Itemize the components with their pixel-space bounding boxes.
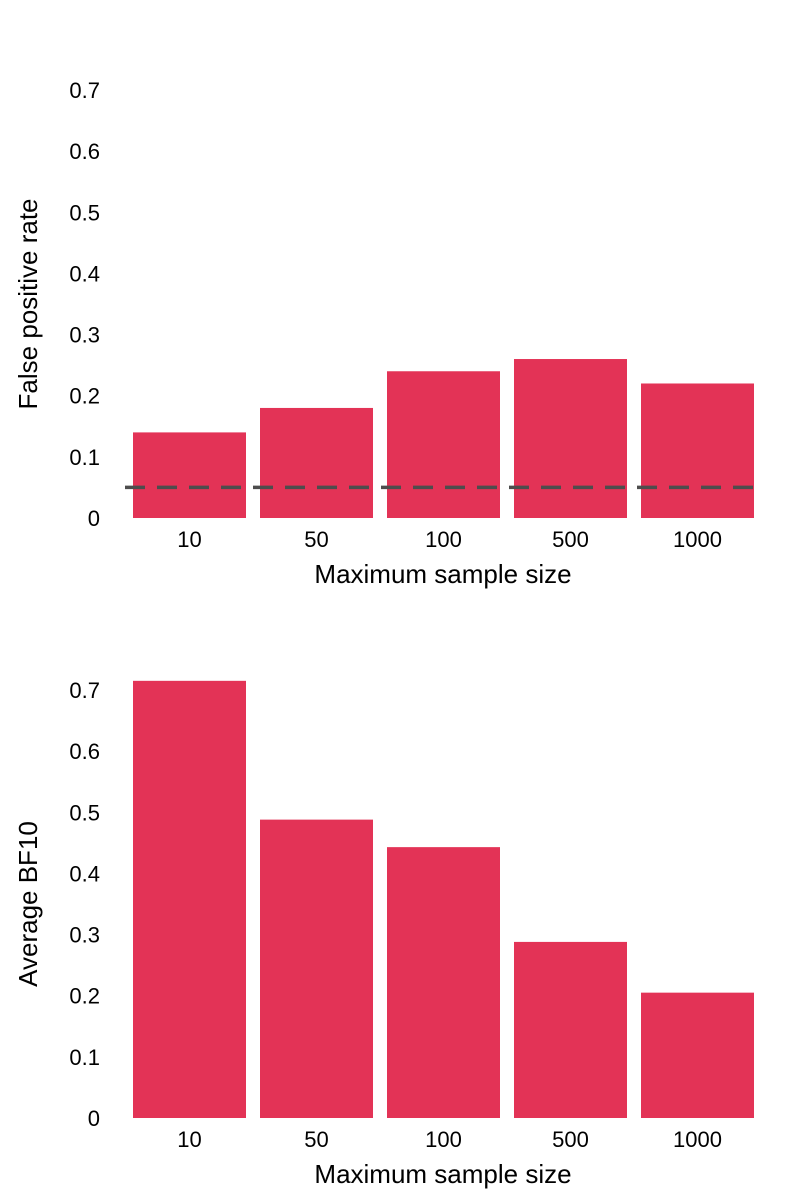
bar [514, 359, 627, 518]
x-axis-label: Maximum sample size [314, 1159, 571, 1189]
y-tick-label: 0.6 [69, 739, 100, 764]
x-tick-label: 50 [304, 527, 328, 552]
false-positive-rate-chart: 0 0.1 0.2 0.3 0.4 0.5 0.6 0.7 10 50 100 500 1000 Maxi… [13, 78, 762, 589]
y-tick-label: 0.1 [69, 445, 100, 470]
bar [641, 383, 754, 518]
x-tick-label: 100 [425, 1127, 462, 1152]
bar [133, 432, 246, 518]
y-tick-label: 0.6 [69, 139, 100, 164]
y-tick-label: 0 [88, 506, 100, 531]
y-tick-label: 0.3 [69, 923, 100, 948]
y-tick-label: 0.4 [69, 861, 100, 886]
bar [260, 819, 373, 1118]
y-tick-label: 0.2 [69, 384, 100, 409]
x-tick-label: 100 [425, 527, 462, 552]
y-tick-label: 0.7 [69, 678, 100, 703]
average-bf10-chart: 0 0.1 0.2 0.3 0.4 0.5 0.6 0.7 10 50 100 500 1000 Maxi… [13, 678, 754, 1189]
x-tick-label: 500 [552, 527, 589, 552]
y-tick-label: 0.2 [69, 984, 100, 1009]
x-axis-label: Maximum sample size [314, 559, 571, 589]
y-tick-label: 0.4 [69, 261, 100, 286]
y-tick-label: 0.7 [69, 78, 100, 103]
y-tick-label: 0.5 [69, 800, 100, 825]
x-tick-label: 500 [552, 1127, 589, 1152]
y-tick-label: 0.5 [69, 200, 100, 225]
y-tick-label: 0.1 [69, 1045, 100, 1070]
bar [260, 407, 373, 518]
y-tick-label: 0.3 [69, 323, 100, 348]
bar [387, 847, 500, 1118]
x-tick-label: 10 [177, 527, 201, 552]
y-axis-label: False positive rate [13, 199, 43, 410]
y-axis-label: Average BF10 [13, 821, 43, 987]
x-tick-label: 50 [304, 1127, 328, 1152]
x-tick-label: 1000 [673, 1127, 722, 1152]
bar [514, 941, 627, 1118]
bar [387, 371, 500, 518]
bar [641, 992, 754, 1118]
x-tick-label: 1000 [673, 527, 722, 552]
bar [133, 680, 246, 1118]
x-tick-label: 10 [177, 1127, 201, 1152]
y-tick-label: 0 [88, 1106, 100, 1131]
